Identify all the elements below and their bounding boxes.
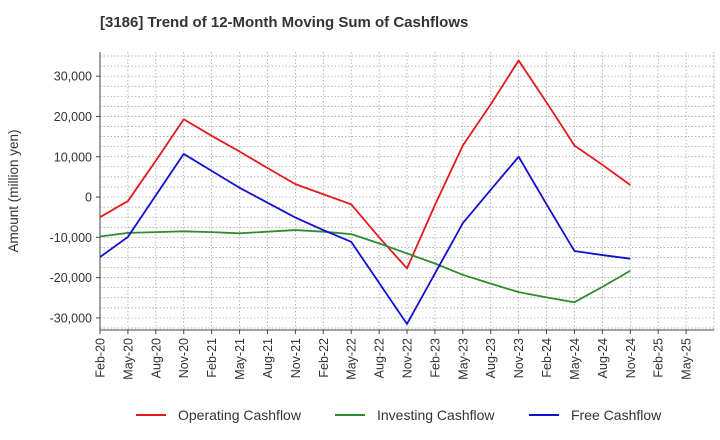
legend-label-free: Free Cashflow bbox=[571, 407, 662, 423]
x-tick-label: Aug-20 bbox=[149, 338, 163, 378]
grid-lines bbox=[99, 52, 715, 330]
y-tick-label: 0 bbox=[85, 191, 92, 205]
legend-swatch-investing bbox=[335, 414, 365, 416]
x-tick-label: May-22 bbox=[345, 338, 359, 380]
x-tick-label: Aug-21 bbox=[261, 338, 275, 378]
y-axis-label: Amount (million yen) bbox=[6, 129, 21, 252]
x-tick-label: Feb-20 bbox=[94, 338, 108, 378]
x-tick-label: May-23 bbox=[456, 338, 470, 380]
y-tick-label: -10,000 bbox=[50, 231, 92, 245]
legend-swatch-free bbox=[529, 414, 559, 416]
x-tick-label: Feb-25 bbox=[652, 338, 666, 378]
x-tick-label: Nov-23 bbox=[512, 338, 526, 378]
x-tick-label: Nov-24 bbox=[624, 338, 638, 378]
x-tick-label: Aug-23 bbox=[484, 338, 498, 378]
legend-label-investing: Investing Cashflow bbox=[377, 407, 495, 423]
x-tick-label: May-24 bbox=[568, 338, 582, 380]
legend-item-investing: Investing Cashflow bbox=[335, 404, 495, 426]
x-tick-label: Feb-24 bbox=[540, 338, 554, 378]
y-tick-label: 20,000 bbox=[54, 110, 92, 124]
series-lines bbox=[99, 59, 631, 325]
legend-swatch-operating bbox=[136, 414, 166, 416]
x-tick-label: Aug-24 bbox=[596, 338, 610, 378]
series-line-free-cashflow bbox=[99, 153, 631, 325]
x-tick-label: Nov-22 bbox=[401, 338, 415, 378]
axes bbox=[96, 52, 714, 334]
chart-title: [3186] Trend of 12-Month Moving Sum of C… bbox=[100, 14, 469, 31]
x-tick-label: Aug-22 bbox=[373, 338, 387, 378]
plot-area bbox=[100, 52, 714, 330]
series-line-investing-cashflow bbox=[99, 229, 631, 304]
legend-item-operating: Operating Cashflow bbox=[136, 404, 301, 426]
x-tick-label: May-20 bbox=[121, 338, 135, 380]
x-tick-label: Feb-21 bbox=[205, 338, 219, 378]
x-tick-label: Feb-23 bbox=[428, 338, 442, 378]
x-tick-label: May-21 bbox=[233, 338, 247, 380]
series-line-operating-cashflow bbox=[99, 59, 631, 270]
legend-item-free: Free Cashflow bbox=[529, 404, 661, 426]
legend: Operating Cashflow Investing Cashflow Fr… bbox=[0, 404, 720, 426]
x-tick-label: May-25 bbox=[680, 338, 694, 380]
tick-labels: 30,000 20,000 10,000 0 -10,000 -20,000 -30,000… bbox=[6, 70, 694, 380]
y-tick-label: -30,000 bbox=[50, 311, 92, 325]
x-tick-label: Nov-21 bbox=[289, 338, 303, 378]
x-tick-label: Feb-22 bbox=[317, 338, 331, 378]
x-tick-label: Nov-20 bbox=[177, 338, 191, 378]
y-tick-label: 10,000 bbox=[54, 150, 92, 164]
y-tick-label: -20,000 bbox=[50, 271, 92, 285]
legend-label-operating: Operating Cashflow bbox=[178, 407, 301, 423]
y-tick-label: 30,000 bbox=[54, 70, 92, 84]
